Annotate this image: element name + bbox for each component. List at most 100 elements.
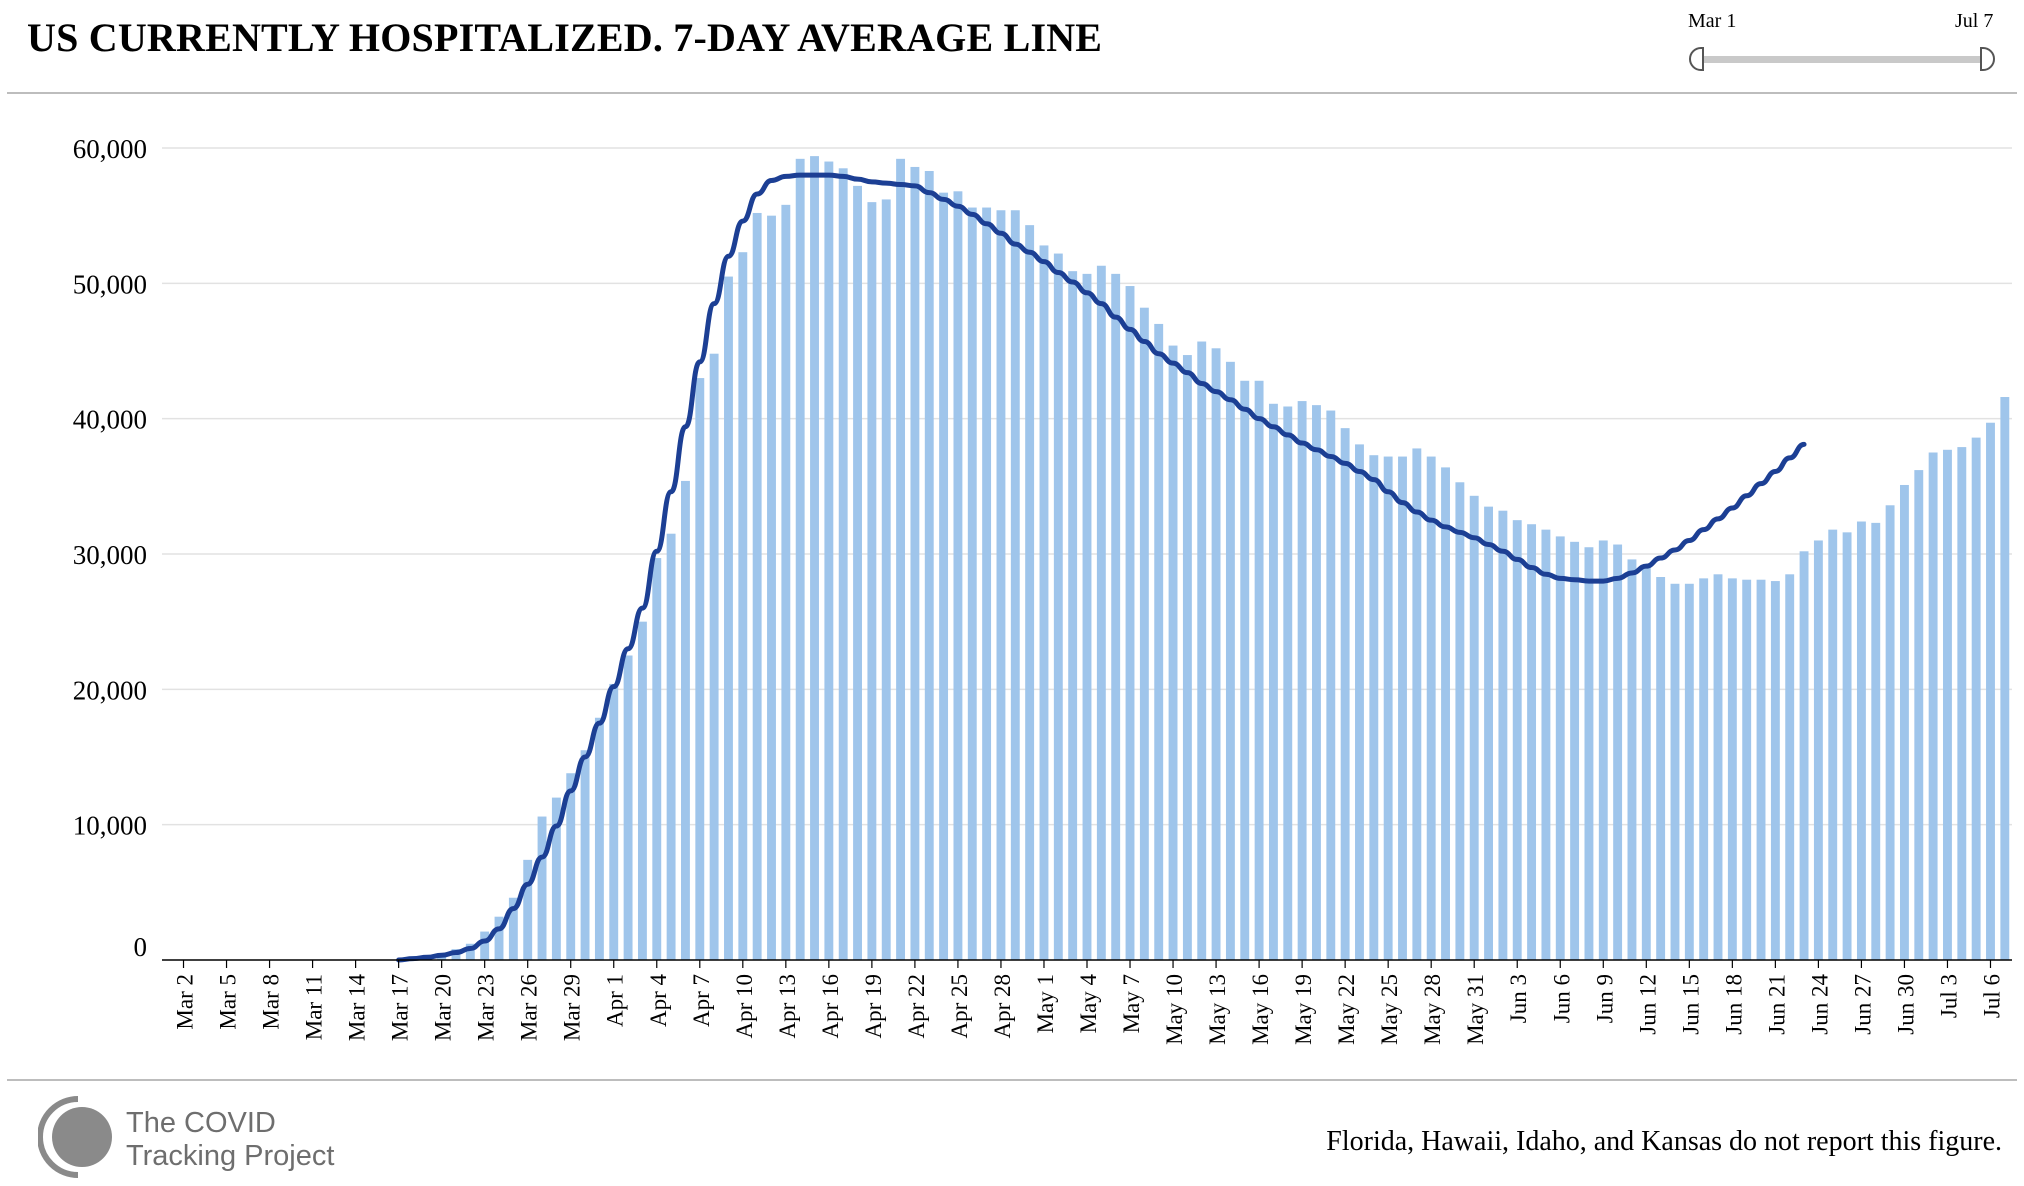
bar xyxy=(480,931,490,960)
bar xyxy=(1555,536,1565,960)
x-tick-label: Mar 17 xyxy=(388,974,413,1041)
bar xyxy=(1914,470,1924,960)
bar xyxy=(1756,579,1766,960)
header-divider xyxy=(7,92,2017,94)
bar xyxy=(1928,452,1938,960)
bar xyxy=(566,773,576,960)
slider-end-label: Jul 7 xyxy=(1955,10,1994,32)
footer-divider xyxy=(7,1079,2017,1081)
bar xyxy=(1713,574,1723,960)
bar xyxy=(1541,529,1551,960)
x-tick-label: May 7 xyxy=(1119,974,1144,1033)
bar xyxy=(1355,444,1364,960)
y-tick-label: 40,000 xyxy=(73,405,147,435)
slider-start-handle[interactable] xyxy=(1689,47,1704,71)
x-tick-label: Mar 29 xyxy=(560,974,585,1041)
bar xyxy=(1785,574,1795,960)
x-tick-label: May 31 xyxy=(1463,974,1488,1045)
hospitalization-chart: 0 10,000 20,000 30,000 40,000 50,000 60,000 Ma… xyxy=(73,134,2012,1045)
bar xyxy=(1498,510,1508,960)
x-tick-label: May 16 xyxy=(1248,974,1273,1045)
x-tick-label: Jul 3 xyxy=(1936,974,1961,1018)
x-tick-label: Apr 4 xyxy=(646,974,671,1028)
bar xyxy=(681,480,690,960)
bar xyxy=(652,558,662,960)
bar xyxy=(1641,566,1651,960)
x-tick-label: Mar 2 xyxy=(173,974,198,1030)
logo-text-line1: The COVID xyxy=(126,1107,276,1139)
x-tick-label: May 13 xyxy=(1205,974,1230,1045)
bar xyxy=(1039,245,1049,960)
bar xyxy=(1197,341,1207,960)
x-tick-label: Mar 5 xyxy=(216,974,241,1030)
slider-end-handle[interactable] xyxy=(1980,47,1995,71)
y-axis-ticks: 0 10,000 20,000 30,000 40,000 50,000 60,000 xyxy=(73,134,147,962)
bar xyxy=(1268,403,1278,960)
bar xyxy=(1584,547,1594,960)
y-tick-label: 30,000 xyxy=(73,540,147,570)
x-tick-label: Apr 10 xyxy=(732,974,757,1039)
bar xyxy=(1010,210,1020,961)
bar xyxy=(810,156,819,960)
bar xyxy=(1943,449,1952,960)
x-tick-label: Apr 22 xyxy=(904,974,929,1039)
bar xyxy=(1025,225,1035,960)
x-tick-label: Apr 19 xyxy=(861,974,886,1039)
bar xyxy=(1240,380,1250,961)
bar xyxy=(1885,505,1895,960)
bar xyxy=(910,166,920,961)
x-tick-label: Jun 27 xyxy=(1850,974,1875,1035)
x-tick-label: Jun 15 xyxy=(1678,974,1703,1035)
bar xyxy=(1842,532,1852,960)
bar xyxy=(1369,455,1379,960)
y-tick-label: 0 xyxy=(134,932,148,962)
x-tick-label: May 22 xyxy=(1334,974,1359,1045)
x-tick-label: Apr 1 xyxy=(603,974,628,1027)
y-tick-label: 20,000 xyxy=(73,675,147,705)
bar xyxy=(1813,540,1823,960)
bar xyxy=(1971,437,1981,960)
bar xyxy=(1340,428,1350,960)
bar xyxy=(1656,577,1666,960)
bar xyxy=(824,161,834,961)
x-tick-label: Mar 14 xyxy=(345,974,370,1042)
bar xyxy=(695,378,705,961)
bar xyxy=(1512,520,1522,960)
bar xyxy=(709,353,719,960)
x-tick-label: Jun 24 xyxy=(1807,974,1832,1035)
bar xyxy=(1986,422,1995,960)
bar xyxy=(1312,405,1321,961)
bar xyxy=(1053,253,1063,960)
bar xyxy=(1484,506,1493,960)
bar xyxy=(781,204,791,961)
slider-track[interactable] xyxy=(1698,56,1990,63)
x-tick-label: Jun 30 xyxy=(1893,974,1918,1035)
bar xyxy=(1082,273,1092,960)
bar xyxy=(1742,579,1752,960)
x-tick-label: May 19 xyxy=(1291,974,1316,1045)
bar xyxy=(1225,361,1235,960)
x-tick-label: Mar 20 xyxy=(431,974,456,1041)
date-range-slider[interactable]: Mar 1 Jul 7 xyxy=(1680,4,2010,84)
bar xyxy=(838,168,848,961)
bar xyxy=(1469,495,1479,960)
x-tick-label: Jun 9 xyxy=(1592,974,1617,1023)
bar xyxy=(853,185,862,961)
bar xyxy=(1412,448,1422,960)
x-tick-label: Jul 6 xyxy=(1979,974,2004,1018)
chart-title: US CURRENTLY HOSPITALIZED. 7-DAY AVERAGE… xyxy=(27,15,1103,60)
bar xyxy=(2000,397,2010,961)
x-tick-label: May 1 xyxy=(1033,974,1058,1033)
bar xyxy=(1770,581,1780,960)
x-tick-label: Mar 11 xyxy=(302,974,327,1040)
bar xyxy=(1957,447,1967,960)
bar xyxy=(551,797,561,960)
seven-day-average-line xyxy=(396,172,1807,963)
bar xyxy=(637,621,647,960)
bar xyxy=(867,202,877,961)
x-tick-label: Mar 23 xyxy=(474,974,499,1041)
bar xyxy=(1828,529,1838,960)
logo-mark-icon xyxy=(38,1096,112,1178)
bar xyxy=(1125,286,1135,960)
x-tick-label: Jun 18 xyxy=(1721,974,1746,1035)
